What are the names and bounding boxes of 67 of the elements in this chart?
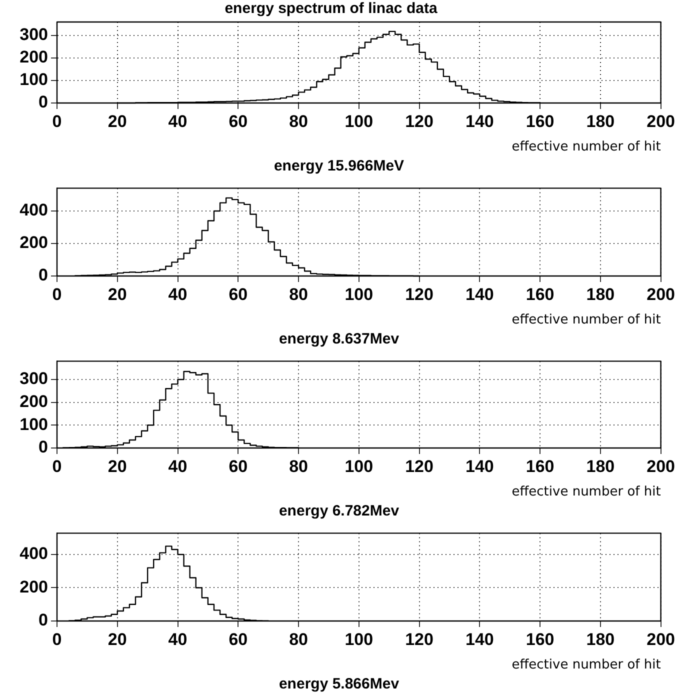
x-tick-label: 80 [289, 284, 308, 304]
text: energy 5.866Mev [278, 676, 400, 693]
x-tick-label: 140 [465, 456, 494, 476]
y-tick-label: 0 [38, 266, 48, 285]
y-tick-label: 400 [20, 544, 48, 564]
x-tick-label: 0 [52, 630, 62, 649]
x-tick-label: 160 [526, 630, 554, 649]
x-tick-label: 140 [465, 112, 494, 131]
x-tick-label: 140 [465, 630, 494, 649]
y-tick-label: 300 [20, 369, 48, 388]
y-tick-label: 200 [20, 48, 48, 67]
x-tick-label: 160 [526, 284, 554, 304]
x-tick-label: 200 [646, 456, 676, 476]
x-tick-label: 80 [289, 456, 308, 476]
x-tick-label: 40 [168, 630, 188, 649]
x-tick-label: 100 [344, 284, 374, 304]
y-tick-label: 0 [38, 610, 48, 630]
x-tick-label: 20 [108, 284, 127, 304]
x-axis-title: effective number of hit [512, 140, 661, 155]
x-tick-label: 100 [344, 456, 374, 476]
x-tick-label: 20 [108, 112, 127, 131]
x-tick-label: 0 [52, 112, 62, 131]
x-tick-label: 180 [586, 630, 615, 649]
x-tick-label: 20 [108, 456, 127, 476]
x-tick-label: 120 [405, 284, 434, 304]
x-tick-label: 20 [108, 630, 127, 649]
x-tick-label: 160 [526, 456, 554, 476]
x-tick-label: 140 [465, 284, 494, 304]
y-tick-label: 0 [38, 92, 48, 112]
x-tick-label: 120 [405, 112, 434, 131]
text: energy 15.966MeV [274, 158, 404, 175]
x-tick-label: 60 [228, 284, 248, 304]
x-tick-label: 180 [586, 112, 615, 131]
x-tick-label: 40 [168, 284, 188, 304]
x-tick-label: 60 [228, 630, 248, 649]
x-tick-label: 80 [289, 630, 308, 649]
x-tick-label: 60 [228, 456, 248, 476]
y-tick-label: 300 [20, 25, 48, 44]
x-tick-label: 180 [586, 284, 615, 304]
x-tick-label: 100 [344, 112, 374, 131]
x-tick-label: 0 [52, 284, 62, 304]
x-tick-label: 180 [586, 456, 615, 476]
y-tick-label: 400 [20, 200, 48, 220]
x-tick-label: 200 [646, 112, 676, 131]
x-tick-label: 200 [646, 630, 676, 649]
x-tick-label: 40 [168, 112, 188, 131]
y-tick-label: 200 [20, 233, 48, 252]
x-tick-label: 60 [228, 112, 248, 131]
x-axis-title: effective number of hit [512, 484, 661, 500]
x-tick-label: 200 [646, 284, 676, 304]
x-tick-label: 100 [344, 630, 374, 649]
y-tick-label: 200 [20, 392, 48, 412]
x-tick-label: 120 [405, 630, 434, 649]
x-tick-label: 120 [405, 456, 434, 476]
chart-title: energy spectrum of linac data [224, 0, 438, 18]
y-tick-label: 100 [20, 414, 48, 434]
text: energy 6.782Mev [278, 502, 400, 520]
x-tick-label: 0 [52, 456, 62, 476]
y-tick-label: 200 [20, 577, 48, 596]
x-tick-label: 40 [168, 456, 188, 476]
y-tick-label: 0 [38, 438, 48, 457]
y-tick-label: 100 [20, 70, 48, 90]
text: energy 8.637Mev [278, 330, 400, 348]
x-axis-title: effective number of hit [512, 312, 661, 328]
x-tick-label: 80 [289, 112, 308, 131]
x-axis-title: effective number of hit [512, 658, 661, 673]
x-tick-label: 160 [526, 112, 554, 131]
